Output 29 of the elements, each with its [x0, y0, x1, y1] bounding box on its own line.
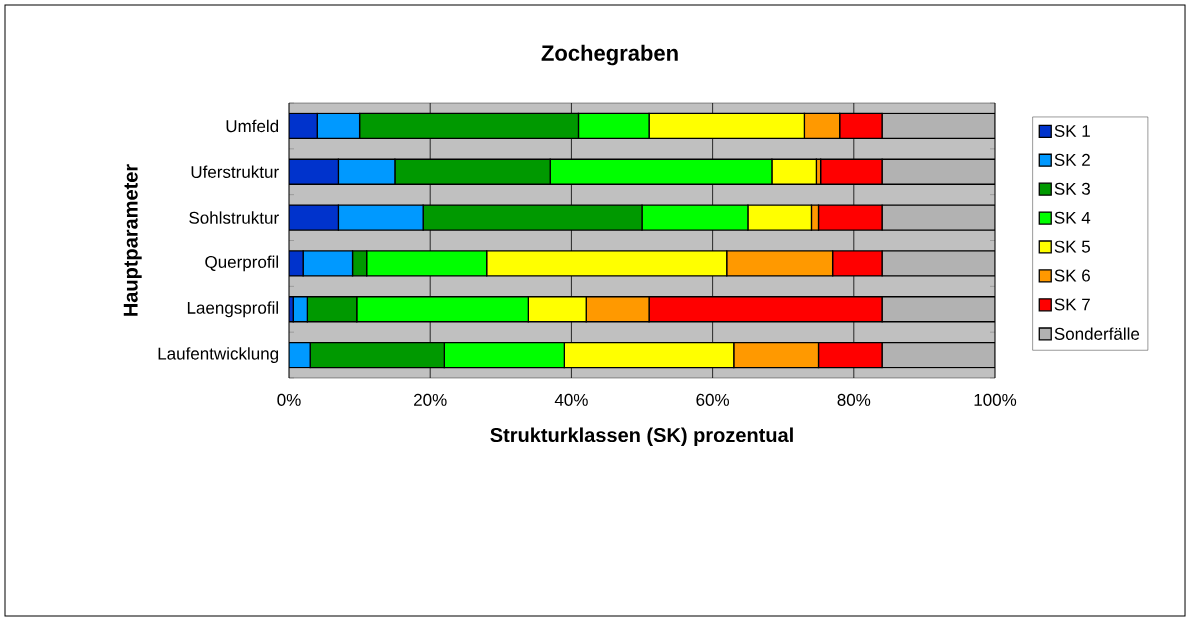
- x-tick-label: 60%: [696, 393, 730, 406]
- legend-label: SK 2: [1054, 153, 1090, 166]
- legend-label: SK 3: [1054, 182, 1090, 195]
- bar: [316, 112, 361, 140]
- y-tick-label: Sohlstruktur: [189, 211, 279, 224]
- bar: [289, 112, 318, 140]
- legend-label: SK 5: [1054, 240, 1090, 253]
- bar: [337, 204, 424, 231]
- legend-label: SK 7: [1054, 298, 1090, 311]
- bar: [289, 158, 340, 185]
- y-axis-title: Hauptparameter: [123, 164, 142, 316]
- y-tick-label: Umfeld: [226, 119, 279, 133]
- bar: [337, 158, 396, 185]
- legend-label: SK 6: [1054, 269, 1090, 282]
- legend-label: SK 4: [1054, 211, 1091, 224]
- legend-label: SK 1: [1054, 124, 1090, 137]
- x-axis-title: Strukturklassen (SK) prozentual: [490, 427, 793, 447]
- y-tick-label: Uferstruktur: [191, 165, 279, 178]
- y-tick-label: Laengsprofil: [187, 301, 278, 318]
- legend-label: Sonderfälle: [1054, 327, 1140, 340]
- x-tick-label: 80%: [837, 393, 871, 406]
- bar: [289, 341, 311, 369]
- chart-title: Zochegraben: [541, 44, 678, 66]
- y-tick-label: Laufentwicklung: [158, 347, 279, 364]
- y-tick-label: Querprofil: [205, 255, 278, 272]
- x-tick-label: 0%: [277, 393, 301, 406]
- x-tick-label: 20%: [414, 393, 447, 406]
- x-tick-label: 40%: [554, 393, 588, 406]
- x-tick-label: 100%: [974, 393, 1017, 406]
